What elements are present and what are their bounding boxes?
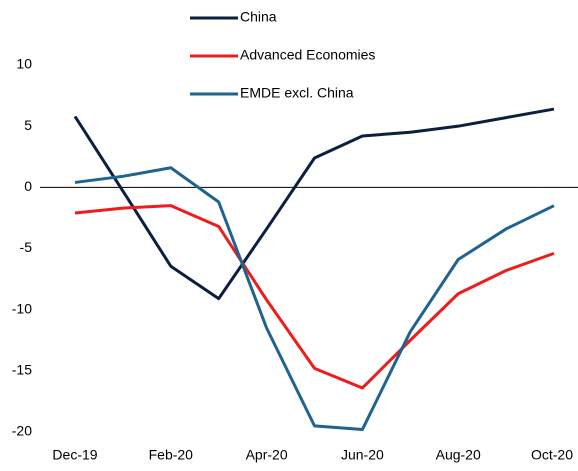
series-line [74, 204, 555, 390]
x-tick-label: Jun-20 [341, 447, 384, 463]
y-tick-label: -20 [12, 423, 32, 439]
legend-label: EMDE excl. China [240, 85, 354, 101]
y-tick-label: 10 [16, 56, 32, 72]
x-tick-label: Oct-20 [531, 447, 573, 463]
x-tick-label: Feb-20 [149, 447, 194, 463]
y-tick-label: -15 [12, 362, 32, 378]
x-tick-label: Dec-19 [52, 447, 97, 463]
y-tick-label: 5 [24, 117, 32, 133]
x-tick-label: Apr-20 [246, 447, 288, 463]
legend-label: China [240, 9, 277, 25]
y-tick-label: -5 [20, 239, 33, 255]
legend-label: Advanced Economies [240, 47, 375, 63]
y-tick-label: 0 [24, 178, 32, 194]
series-line [74, 166, 555, 432]
x-tick-label: Aug-20 [436, 447, 481, 463]
series-line [73, 107, 555, 301]
y-tick-label: -10 [12, 300, 32, 316]
